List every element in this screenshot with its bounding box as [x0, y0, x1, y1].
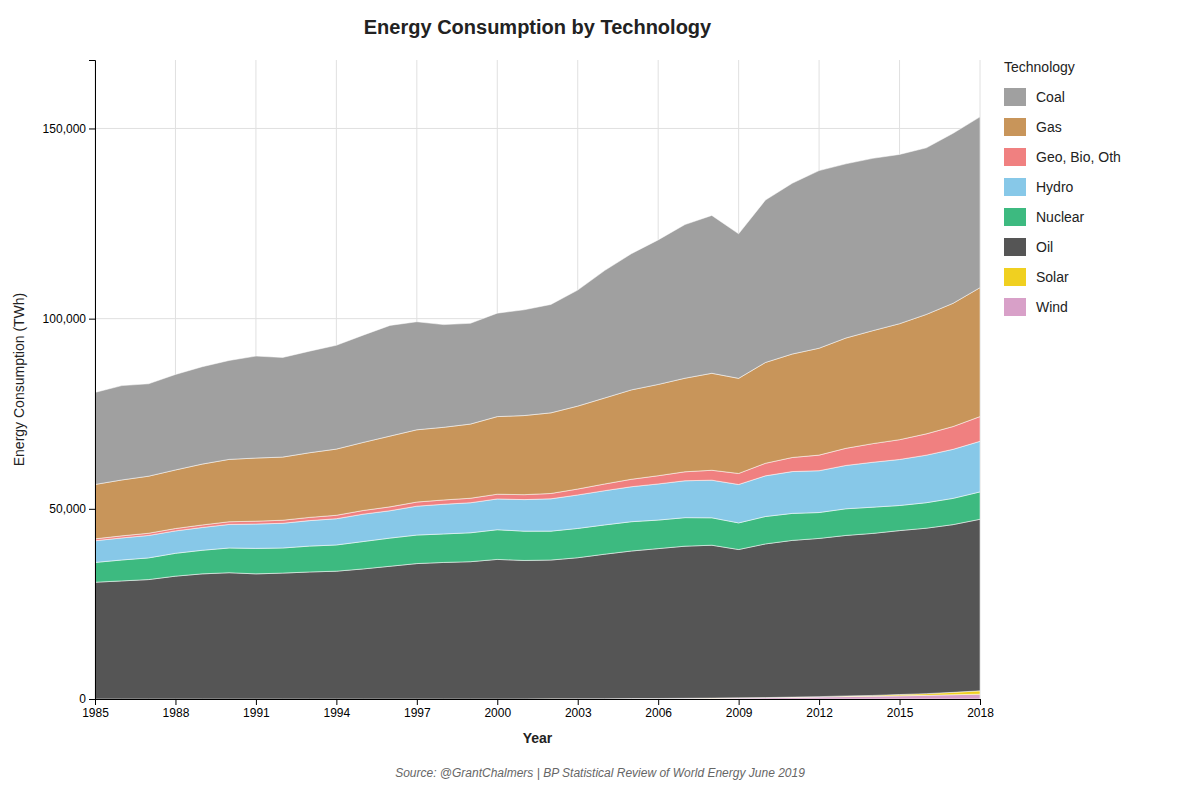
x-tick-mark: [175, 699, 176, 705]
y-tick: 0: [79, 692, 95, 706]
x-tick-mark: [417, 699, 418, 705]
legend-label: Wind: [1036, 299, 1068, 315]
legend-label: Gas: [1036, 119, 1062, 135]
x-tick: 2000: [484, 699, 511, 720]
x-tick-mark: [497, 699, 498, 705]
y-tick-mark: [89, 319, 95, 320]
legend-swatch: [1004, 178, 1026, 196]
x-tick: 2018: [967, 699, 994, 720]
x-tick-label: 1991: [243, 706, 270, 720]
y-tick-label: 0: [79, 692, 86, 706]
x-tick: 1988: [163, 699, 190, 720]
legend-swatch: [1004, 88, 1026, 106]
legend: Technology Coal Gas Geo, Bio, Oth Hydro Nucle…: [1004, 59, 1121, 316]
x-tick-mark: [739, 699, 740, 705]
legend-label: Geo, Bio, Oth: [1036, 149, 1121, 165]
legend-item: Nuclear: [1004, 208, 1085, 226]
grid-line-y: [95, 128, 980, 129]
y-tick-label: 150,000: [43, 122, 87, 136]
legend-swatch: [1004, 148, 1026, 166]
title: Energy Consumption by Technology: [364, 16, 712, 38]
x-tick-label: 1994: [324, 706, 351, 720]
x-tick-label: 1988: [163, 706, 190, 720]
legend-label: Oil: [1036, 239, 1053, 255]
legend-item: Coal: [1004, 88, 1065, 106]
x-tick-mark: [336, 699, 337, 705]
x-tick-label: 2003: [565, 706, 592, 720]
x-tick-label: 1985: [82, 706, 109, 720]
x-tick-mark: [819, 699, 820, 705]
x-tick-mark: [658, 699, 659, 705]
y-tick-label: 50,000: [49, 502, 86, 516]
x-tick: 2012: [806, 699, 833, 720]
x-tick-mark: [256, 699, 257, 705]
y-tick-label: 100,000: [43, 312, 87, 326]
x-tick: 2006: [645, 699, 672, 720]
x-tick: 1991: [243, 699, 270, 720]
x-tick-mark: [980, 699, 981, 705]
grid: [95, 60, 980, 699]
areas: [95, 117, 980, 699]
legend-item: Gas: [1004, 118, 1062, 136]
legend-swatch: [1004, 298, 1026, 316]
chart: 1985 1988 1991 1994 1997 2000 2003 2006 2009 2012…: [0, 0, 1200, 791]
x-tick-label: 2012: [806, 706, 833, 720]
x-tick: 1985: [82, 699, 109, 720]
x-tick: 2015: [887, 699, 914, 720]
legend-item: Wind: [1004, 298, 1068, 316]
legend-swatch: [1004, 238, 1026, 256]
x-tick-label: 2015: [887, 706, 914, 720]
legend-item: Hydro: [1004, 178, 1074, 196]
legend-label: Nuclear: [1036, 209, 1085, 225]
area: [95, 117, 980, 485]
y-tick: 50,000: [49, 502, 95, 516]
legend-swatch: [1004, 118, 1026, 136]
y-axis-title: Energy Consumption (TWh): [11, 293, 27, 467]
legend-swatch: [1004, 268, 1026, 286]
y-axis-line: [89, 61, 96, 700]
y-tick: 100,000: [43, 312, 95, 326]
legend-title: Technology: [1004, 59, 1075, 75]
x-axis-line: [96, 700, 981, 706]
y-tick: 150,000: [43, 122, 95, 136]
annotation: Source: @GrantChalmers | BP Statistical …: [395, 766, 805, 780]
legend-label: Hydro: [1036, 179, 1074, 195]
x-tick-mark: [578, 699, 579, 705]
x-tick-label: 2009: [726, 706, 753, 720]
x-tick: 2009: [726, 699, 753, 720]
y-tick-mark: [89, 699, 95, 700]
y-tick-mark: [89, 128, 95, 129]
legend-label: Solar: [1036, 269, 1069, 285]
x-tick-label: 2018: [967, 706, 994, 720]
x-tick-label: 1997: [404, 706, 431, 720]
x-tick-mark: [900, 699, 901, 705]
x-tick: 1997: [404, 699, 431, 720]
x-tick: 1994: [324, 699, 351, 720]
x-tick-label: 2000: [484, 706, 511, 720]
y-tick-mark: [89, 509, 95, 510]
legend-item: Geo, Bio, Oth: [1004, 148, 1121, 166]
x-axis: 1985 1988 1991 1994 1997 2000 2003 2006 2009 2012…: [82, 699, 994, 720]
legend-item: Solar: [1004, 268, 1069, 286]
x-tick-label: 2006: [645, 706, 672, 720]
y-axis: 0 50,000 100,000 150,000: [43, 61, 96, 707]
x-axis-title: Year: [523, 730, 553, 746]
x-tick: 2003: [565, 699, 592, 720]
legend-label: Coal: [1036, 89, 1065, 105]
legend-item: Oil: [1004, 238, 1053, 256]
legend-swatch: [1004, 208, 1026, 226]
plot: 1985 1988 1991 1994 1997 2000 2003 2006 2009 2012…: [43, 60, 995, 720]
